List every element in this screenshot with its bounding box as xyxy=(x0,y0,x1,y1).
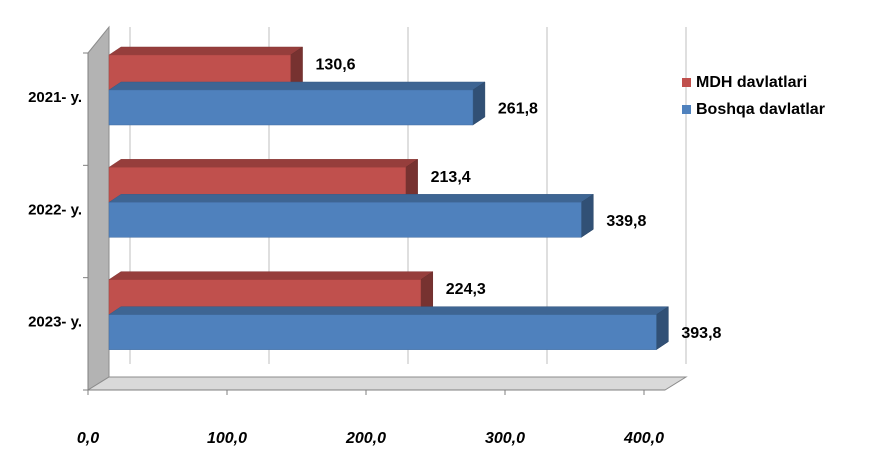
legend-swatch xyxy=(682,105,691,114)
x-tick-label: 200,0 xyxy=(345,430,386,447)
bar-top-face xyxy=(108,194,595,203)
legend-label: Boshqa davlatlar xyxy=(696,101,825,118)
bar-front-face xyxy=(108,314,657,350)
value-label: 339,8 xyxy=(606,213,646,230)
bar-top-face xyxy=(108,46,304,56)
floor xyxy=(86,376,688,391)
x-tick-label: 400,0 xyxy=(623,430,664,447)
side-wall xyxy=(87,25,110,391)
value-label: 393,8 xyxy=(681,325,721,342)
bar-front-face xyxy=(108,202,582,238)
x-tick-label: 0,0 xyxy=(77,430,99,447)
legend-swatch xyxy=(682,78,691,87)
category-label: 2022- y. xyxy=(28,201,82,218)
bar-top-face xyxy=(108,81,486,91)
value-label: 213,4 xyxy=(431,169,471,186)
legend-label: MDH davlatlari xyxy=(696,74,807,91)
x-tick-label: 100,0 xyxy=(207,430,247,447)
bar-top-face xyxy=(108,159,419,168)
bar-boshqa xyxy=(108,193,595,238)
bar-front-face xyxy=(108,89,474,126)
bar-boshqa xyxy=(108,81,486,126)
bar-top-face xyxy=(108,306,670,315)
value-label: 224,3 xyxy=(446,281,486,298)
bar-top-face xyxy=(108,271,434,280)
category-label: 2023- y. xyxy=(28,314,82,331)
value-label: 130,6 xyxy=(316,57,356,74)
value-label: 261,8 xyxy=(498,101,538,118)
category-label: 2021- y. xyxy=(28,89,82,106)
bar-boshqa xyxy=(108,306,670,351)
x-tick-label: 300,0 xyxy=(485,430,525,447)
